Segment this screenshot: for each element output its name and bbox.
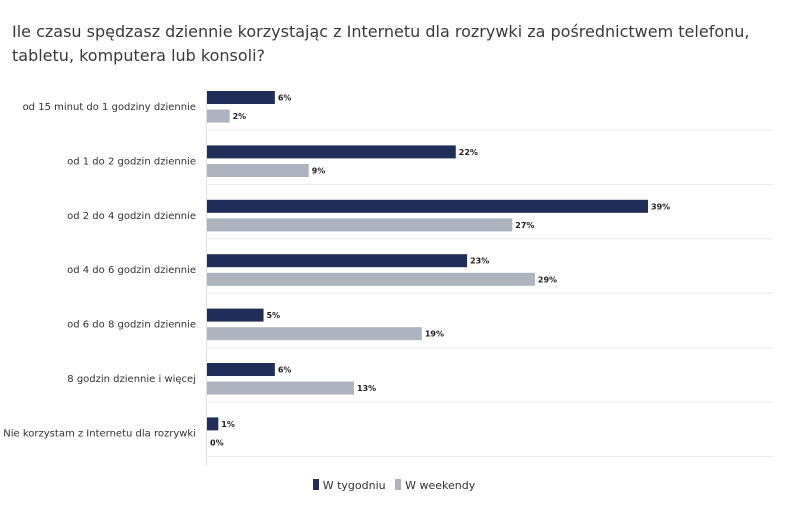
category-label: od 4 do 6 godzin dziennie bbox=[67, 265, 196, 276]
bar-weekday bbox=[207, 363, 275, 376]
category-label: Nie korzystam z Internetu dla rozrywki bbox=[3, 428, 196, 439]
legend-swatch-series-1 bbox=[312, 479, 319, 490]
bar-weekday bbox=[207, 308, 264, 322]
data-label: 2% bbox=[233, 112, 247, 121]
category-label: od 15 minut do 1 godziny dziennie bbox=[23, 102, 196, 113]
legend: W tygodniu W weekendy bbox=[0, 479, 788, 492]
bar-weekend bbox=[207, 272, 535, 286]
legend-item-series-2[interactable]: W weekendy bbox=[395, 479, 475, 492]
data-label: 13% bbox=[357, 384, 376, 393]
data-label: 1% bbox=[221, 420, 235, 429]
data-label: 39% bbox=[651, 202, 670, 211]
data-label: 22% bbox=[459, 148, 478, 157]
legend-label-series-2: W weekendy bbox=[405, 479, 476, 492]
category-label: od 6 do 8 godzin dziennie bbox=[67, 320, 196, 331]
data-label: 6% bbox=[278, 366, 292, 375]
bar-weekday bbox=[207, 254, 468, 268]
legend-swatch-series-2 bbox=[395, 479, 402, 490]
bar-weekday bbox=[207, 145, 456, 159]
data-label: 29% bbox=[538, 275, 557, 284]
chart-title: Ile czasu spędzasz dziennie korzystając … bbox=[12, 22, 750, 65]
bar-weekday bbox=[207, 417, 219, 431]
bar-weekday bbox=[207, 91, 275, 104]
data-label: 23% bbox=[470, 257, 489, 266]
legend-item-series-1[interactable]: W tygodniu bbox=[312, 479, 386, 492]
data-label: 27% bbox=[515, 221, 534, 230]
bar-weekend bbox=[207, 218, 513, 232]
data-label: 6% bbox=[278, 94, 292, 103]
bar-weekend bbox=[207, 327, 422, 341]
bar-weekend bbox=[207, 109, 230, 123]
bar-weekday bbox=[207, 199, 648, 213]
category-label: od 2 do 4 godzin dziennie bbox=[67, 211, 196, 222]
bar-weekend bbox=[207, 381, 354, 395]
data-label: 5% bbox=[267, 311, 281, 320]
data-label: 9% bbox=[312, 167, 326, 176]
legend-label-series-1: W tygodniu bbox=[322, 479, 386, 492]
data-label: 19% bbox=[425, 330, 444, 339]
bar-chart: od 15 minut do 1 godziny dziennie 6% 2% od … bbox=[3, 89, 773, 466]
bar-weekend bbox=[207, 164, 309, 177]
data-label: 0% bbox=[210, 439, 224, 448]
category-label: od 1 do 2 godzin dziennie bbox=[67, 156, 196, 167]
category-label: 8 godzin dziennie i więcej bbox=[67, 374, 196, 385]
